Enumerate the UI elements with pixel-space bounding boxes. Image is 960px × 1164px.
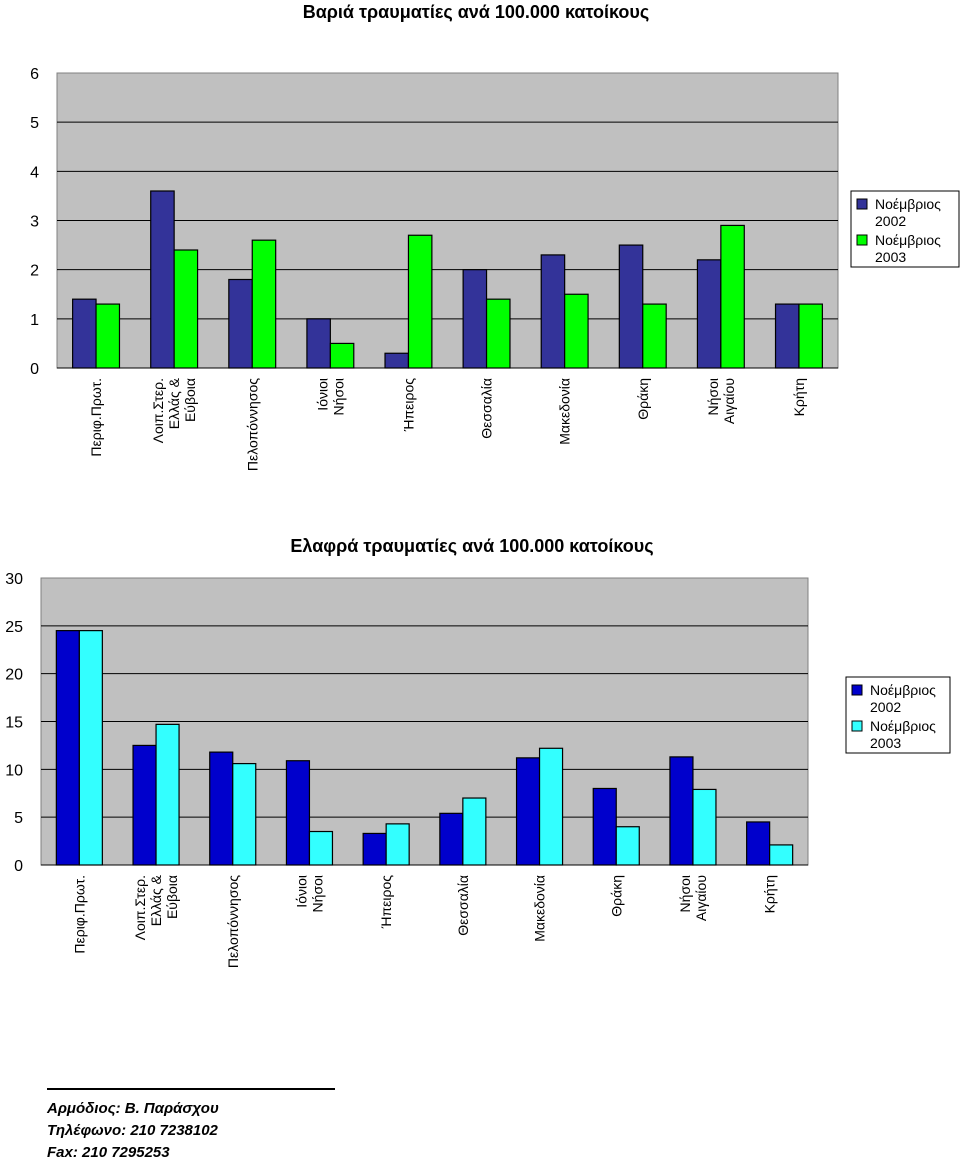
y-tick-label: 4 [30, 164, 39, 181]
category-label: Λοιπ.Στερ.Ελλάς &Εύβοια [150, 377, 198, 443]
chart-title: Ελαφρά τραυματίες ανά 100.000 κατοίκους [290, 536, 653, 556]
bar-2 [329, 342, 355, 369]
bar-1 [150, 190, 175, 369]
category-label: Περιφ.Πρωτ. [71, 875, 87, 954]
bar-2 [485, 298, 511, 369]
bar-1 [618, 244, 644, 369]
bar-1 [696, 259, 722, 369]
bar-1 [228, 278, 253, 369]
bar-2 [385, 823, 410, 866]
bar-1 [72, 298, 97, 369]
y-tick-label: 1 [30, 312, 39, 329]
bar-1 [384, 352, 410, 369]
legend-box [850, 190, 960, 268]
legend-label: Νοέμβριος 2002 [870, 682, 936, 715]
bar-1 [132, 744, 157, 866]
y-tick-label: 6 [30, 66, 39, 83]
category-label: Ήπειρος [400, 378, 416, 432]
bar-2 [155, 723, 180, 866]
bar-2 [173, 249, 199, 369]
bar-2 [720, 224, 745, 369]
chart-title: Βαριά τραυματίες ανά 100.000 κατοίκους [303, 2, 650, 22]
bar-2 [462, 797, 487, 866]
bar-2 [769, 844, 794, 866]
category-label: Κρήτη [791, 378, 807, 416]
y-tick-label: 20 [5, 667, 23, 684]
category-label: Πελοπόννησος [225, 875, 241, 968]
bar-2 [308, 830, 334, 866]
bar-1 [746, 821, 771, 866]
bar-1 [592, 787, 617, 866]
y-tick-label: 3 [30, 214, 39, 231]
y-tick-label: 5 [14, 810, 23, 827]
contact-phone: Τηλέφωνο: 210 7238102 [47, 1122, 218, 1139]
legend-label: Νοέμβριος 2003 [870, 718, 936, 751]
legend-swatch [851, 684, 863, 696]
contact-fax: Fax: 210 7295253 [47, 1144, 170, 1161]
y-tick-label: 0 [30, 361, 39, 378]
legend-label: Νοέμβριος 2003 [875, 232, 941, 265]
bar-2 [564, 293, 589, 369]
bar-2 [642, 303, 667, 369]
category-label: ΙόνιοιΝήσοι [314, 378, 346, 415]
serious-injuries-chart: Βαριά τραυματίες ανά 100.000 κατοίκους 0 1… [0, 0, 960, 500]
y-tick-label: 2 [30, 263, 39, 280]
legend-swatch [851, 720, 863, 732]
category-label: Λοιπ.Στερ.Ελλάς &Εύβοια [132, 874, 180, 940]
category-label: Θεσσαλία [479, 378, 495, 439]
bar-2 [251, 239, 277, 369]
legend-label: Νοέμβριος 2002 [875, 196, 941, 229]
category-label: Περιφ.Πρωτ. [88, 378, 104, 457]
bar-2 [95, 303, 121, 369]
light-injuries-chart: Ελαφρά τραυματίες ανά 100.000 κατοίκους 0… [0, 520, 960, 1000]
category-label: Ήπειρος [378, 875, 394, 929]
bar-2 [692, 788, 717, 866]
category-label: ΙόνιοιΝήσοι [293, 875, 325, 912]
legend-swatch [856, 198, 868, 210]
y-tick-label: 5 [30, 115, 39, 132]
legend-box [845, 676, 951, 754]
legend-swatch [856, 234, 868, 246]
y-tick-label: 0 [14, 858, 23, 875]
bar-1 [462, 269, 488, 369]
y-tick-label: 15 [5, 715, 23, 732]
category-label: ΝήσοιΑιγαίου [677, 875, 709, 921]
serious-injuries-chart-svg: Βαριά τραυματίες ανά 100.000 κατοίκους 0 1… [30, 2, 960, 471]
bar-1 [209, 751, 234, 866]
bar-1 [774, 303, 800, 369]
footer-divider [47, 1088, 335, 1090]
bar-2 [798, 303, 823, 369]
y-tick-label: 25 [5, 619, 23, 636]
bar-2 [232, 762, 257, 866]
contact-person: Αρμόδιος: Β. Παράσχου [47, 1100, 219, 1117]
bar-1 [306, 318, 331, 369]
contact-footer: Αρμόδιος: Β. Παράσχου Τηλέφωνο: 210 7238… [47, 1088, 347, 1164]
bar-1 [540, 254, 566, 369]
bar-1 [515, 757, 541, 866]
bar-2 [615, 826, 640, 866]
bar-2 [407, 234, 433, 369]
category-label: Πελοπόννησος [244, 378, 260, 471]
bar-1 [362, 832, 387, 866]
y-tick-label: 10 [5, 762, 23, 779]
bar-1 [669, 756, 694, 866]
category-label: Θράκη [635, 378, 651, 420]
bar-2 [78, 630, 103, 866]
category-label: Μακεδονία [532, 875, 548, 942]
category-label: Θεσσαλία [455, 875, 471, 936]
bar-1 [55, 630, 80, 866]
category-label: ΝήσοιΑιγαίου [705, 378, 737, 424]
bar-1 [285, 760, 311, 866]
y-tick-label: 30 [5, 571, 23, 588]
bar-2 [538, 747, 564, 866]
category-label: Μακεδονία [557, 378, 573, 445]
light-injuries-chart-svg: Ελαφρά τραυματίες ανά 100.000 κατοίκους 0… [5, 536, 951, 968]
bar-1 [439, 812, 464, 866]
category-label: Κρήτη [762, 875, 778, 913]
category-label: Θράκη [608, 875, 624, 917]
